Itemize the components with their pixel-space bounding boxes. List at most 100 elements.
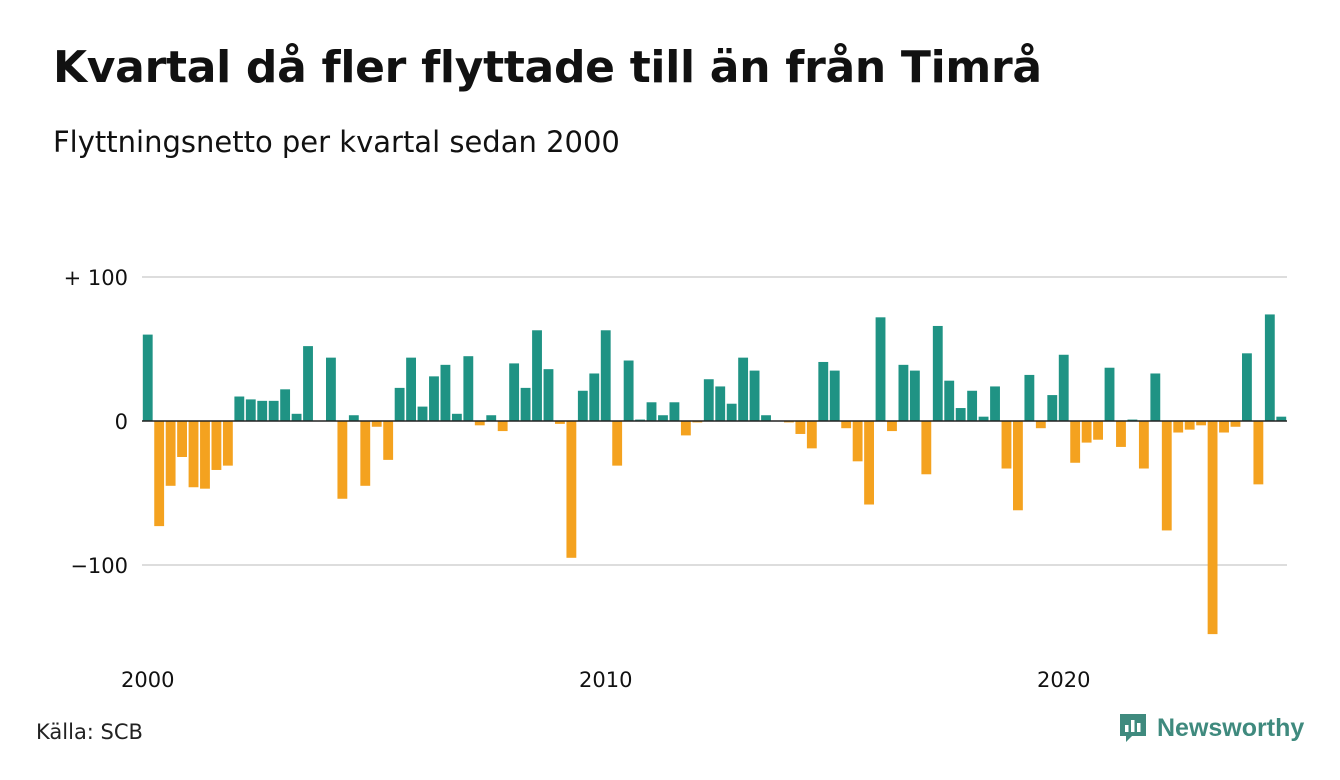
bar-2015-q4 — [864, 421, 874, 505]
bar-2017-q2 — [932, 325, 943, 421]
bar-2012-q2 — [703, 379, 714, 421]
bar-2013-q2 — [749, 370, 760, 421]
bar-2018-q1 — [967, 390, 978, 421]
bar-2011-q1 — [646, 402, 657, 421]
bar-2024-q3 — [1264, 314, 1275, 421]
bar-2014-q4 — [818, 361, 829, 421]
bar-2018-q2 — [978, 416, 989, 421]
y-tick-label: + 100 — [64, 266, 128, 290]
bar-2008-q3 — [532, 330, 542, 421]
x-tick-label: 2020 — [1037, 668, 1090, 692]
bar-2014-q3 — [806, 421, 817, 449]
bar-2009-q1 — [555, 421, 565, 424]
bar-2023-q1 — [1196, 421, 1207, 426]
bar-2005-q3 — [394, 387, 405, 421]
x-tick-label: 2000 — [121, 668, 174, 692]
bar-2007-q4 — [497, 421, 508, 432]
bar-2005-q2 — [383, 421, 394, 460]
brand-name: Newsworthy — [1157, 713, 1305, 742]
bar-2007-q3 — [486, 415, 497, 421]
bar-2010-q2 — [612, 421, 623, 466]
bar-2000-q3 — [165, 421, 176, 486]
x-tick-label: 2010 — [579, 668, 632, 692]
bar-2020-q2 — [1070, 421, 1081, 463]
grid-lines — [142, 276, 1287, 566]
bar-2015-q1 — [829, 370, 840, 421]
bar-chart-speech-bubble-icon — [1120, 714, 1146, 742]
bar-2020-q4 — [1093, 421, 1103, 440]
chart-subtitle: Flyttningsnetto per kvartal sedan 2000 — [53, 125, 620, 159]
bars — [142, 314, 1287, 635]
bar-2009-q3 — [577, 390, 588, 421]
bar-2008-q4 — [543, 369, 554, 421]
bar-2010-q1 — [600, 330, 611, 421]
bar-2001-q2 — [200, 421, 210, 489]
bar-2022-q1 — [1150, 373, 1161, 421]
y-tick-label: −100 — [70, 554, 128, 578]
bar-2008-q1 — [509, 363, 520, 421]
bar-2003-q1 — [280, 389, 291, 421]
bar-2003-q3 — [303, 346, 313, 421]
bar-2009-q2 — [566, 421, 577, 558]
bar-2016-q1 — [875, 317, 886, 421]
bar-2006-q2 — [429, 376, 439, 421]
bar-2012-q4 — [726, 403, 737, 421]
bar-2007-q1 — [463, 356, 474, 421]
bar-2006-q1 — [417, 406, 428, 421]
bar-2020-q1 — [1058, 354, 1069, 421]
bar-2016-q2 — [887, 421, 897, 432]
axes: + 100 0 −100 2000 2010 2020 — [64, 266, 1287, 692]
bar-2011-q2 — [658, 415, 668, 421]
bar-2018-q3 — [990, 386, 1000, 421]
bar-2015-q3 — [852, 421, 863, 462]
bar-2019-q4 — [1047, 395, 1058, 421]
bar-2019-q3 — [1035, 421, 1046, 429]
bar-2001-q3 — [211, 421, 222, 470]
bar-chart: + 100 0 −100 2000 2010 2020 — [64, 266, 1287, 692]
bar-2001-q4 — [222, 421, 233, 466]
bar-2006-q3 — [440, 364, 451, 421]
bar-2004-q1 — [326, 357, 336, 421]
bar-2016-q3 — [898, 364, 909, 421]
bar-2023-q3 — [1219, 421, 1229, 433]
bar-2013-q3 — [761, 415, 771, 421]
bar-2000-q2 — [154, 421, 165, 527]
bar-2022-q3 — [1173, 421, 1184, 433]
bar-2017-q3 — [944, 380, 955, 421]
bar-2018-q4 — [1001, 421, 1012, 469]
bar-2014-q2 — [795, 421, 806, 434]
bar-2017-q4 — [955, 408, 966, 421]
bar-2020-q3 — [1081, 421, 1092, 443]
bar-2023-q2 — [1207, 421, 1218, 635]
bar-2024-q4 — [1276, 416, 1287, 421]
bar-2008-q2 — [520, 387, 531, 421]
bar-2024-q2 — [1253, 421, 1264, 485]
bar-2004-q3 — [348, 415, 359, 421]
bar-2011-q3 — [669, 402, 680, 421]
bar-2000-q1 — [142, 334, 153, 421]
bar-2017-q1 — [921, 421, 932, 475]
bar-2005-q4 — [406, 357, 416, 421]
bar-2022-q2 — [1161, 421, 1172, 531]
bar-2010-q3 — [623, 360, 634, 421]
chart-title: Kvartal då fler flyttade till än från Ti… — [53, 42, 1042, 93]
bar-2009-q4 — [589, 373, 600, 421]
source-note: Källa: SCB — [36, 720, 143, 744]
bar-2005-q1 — [371, 421, 382, 427]
bar-2021-q1 — [1104, 367, 1115, 421]
y-tick-label: 0 — [115, 410, 128, 434]
bar-2013-q1 — [738, 357, 749, 421]
bar-2019-q2 — [1024, 374, 1035, 421]
bar-2021-q4 — [1138, 421, 1149, 469]
bar-2001-q1 — [188, 421, 199, 488]
bar-2004-q4 — [360, 421, 371, 486]
bar-2002-q2 — [245, 399, 256, 421]
bar-2003-q2 — [291, 413, 302, 421]
brand-logo: Newsworthy — [1118, 712, 1304, 744]
bar-2007-q2 — [474, 421, 485, 426]
bar-2019-q1 — [1013, 421, 1023, 511]
bar-2016-q4 — [909, 370, 920, 421]
bar-2004-q2 — [337, 421, 348, 499]
bar-2002-q4 — [268, 400, 279, 421]
bar-2006-q4 — [451, 413, 462, 421]
